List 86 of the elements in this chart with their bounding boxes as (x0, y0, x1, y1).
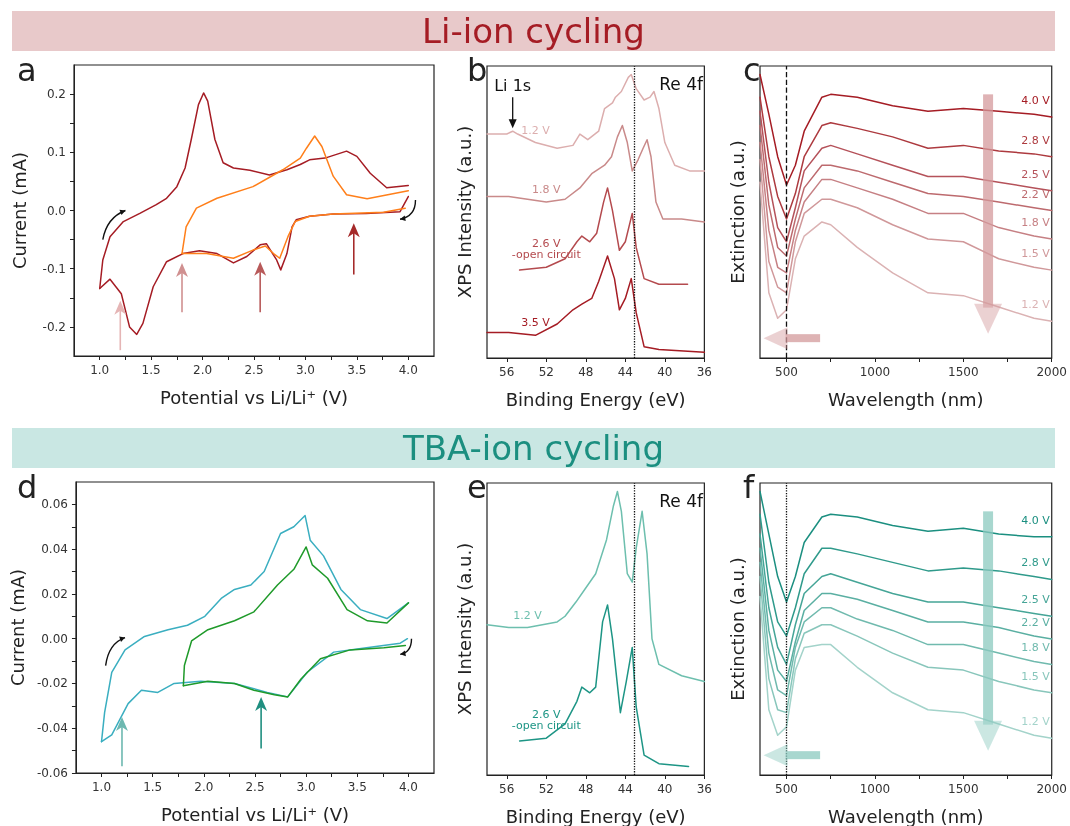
x-axis-title: Potential vs Li/Li⁺ (V) (159, 386, 349, 408)
chart-title: e (467, 468, 487, 506)
y-tick-label: -0.2 (42, 319, 66, 334)
x-tick-label: 36 (696, 365, 713, 379)
series-label: 1.2 V (513, 608, 543, 622)
series-label: 1.2 V (1021, 298, 1051, 312)
x-tick-label: 4.0 (398, 363, 418, 377)
x-tick-label: 40 (657, 365, 673, 379)
series-label: 2.5 V (1021, 593, 1051, 607)
x-tick-label: 1.0 (90, 363, 110, 377)
x-tick-label: 2000 (1036, 365, 1067, 379)
chart-title: f (743, 468, 755, 506)
x-tick-label: 2000 (1036, 782, 1067, 796)
text: TBA-ion cycling (12, 428, 1055, 468)
x-axis-title: Wavelength (nm) (828, 805, 984, 826)
series-label: 1.8 V (1021, 215, 1051, 229)
x-tick-label: 3.0 (296, 780, 316, 794)
series-label: 1.5 V (1021, 669, 1051, 683)
x-tick-label: 3.5 (347, 363, 367, 377)
chart-title: b (467, 51, 488, 89)
x-tick-label: 36 (696, 782, 713, 796)
x-tick-label: 2.0 (193, 363, 213, 377)
x-tick-label: 44 (617, 782, 633, 796)
series-label: 1.2 V (521, 123, 551, 137)
series-label: 1.8 V (1021, 641, 1051, 655)
annotation: Li 1s (494, 76, 532, 96)
x-tick-label: 48 (578, 365, 594, 379)
x-tick-label: 56 (499, 782, 515, 796)
x-tick-label: 52 (538, 782, 554, 796)
x-axis-title: Wavelength (nm) (828, 388, 984, 410)
x-axis-title: Binding Energy (eV) (505, 388, 686, 410)
x-tick-label: 3.5 (347, 780, 367, 794)
x-tick-label: 500 (775, 365, 798, 379)
x-tick-label: 56 (499, 365, 515, 379)
series-label: 2.8 V (1021, 556, 1051, 570)
y-tick-label: -0.06 (36, 766, 68, 780)
text: Li-ion cycling (12, 11, 1055, 51)
series-label: 1.5 V (1021, 247, 1051, 261)
x-tick-label: 1000 (859, 782, 891, 796)
series-label: 4.0 V (1021, 513, 1051, 527)
x-tick-label: 1000 (859, 365, 891, 379)
y-tick-label: -0.1 (42, 261, 66, 276)
x-tick-label: 2.5 (245, 780, 265, 794)
x-tick-label: 1.5 (143, 780, 163, 794)
chart-title: a (17, 51, 37, 89)
x-axis-title: Potential vs Li/Li⁺ (V) (160, 803, 349, 825)
series-label: 1.2 V (1021, 715, 1051, 729)
y-tick-label: 0.1 (46, 145, 66, 160)
y-tick-label: 0.00 (41, 631, 68, 646)
series-label: 3.5 V (521, 316, 551, 330)
y-tick-label: -0.02 (36, 676, 68, 691)
y-axis-title: Current (mA) (6, 568, 28, 687)
series-label: 2.2 V (1021, 615, 1051, 629)
x-tick-label: 52 (538, 365, 554, 379)
annotation: Re 4f (659, 74, 705, 94)
annotation: Re 4f (659, 491, 705, 511)
series-label: 2.8 V (1021, 133, 1051, 147)
y-axis-title: Extinction (a.u.) (726, 140, 748, 284)
x-tick-label: 2.5 (244, 363, 264, 377)
y-axis-title: XPS Intensity (a.u.) (453, 125, 475, 299)
y-axis-title: Extinction (a.u.) (726, 557, 748, 701)
x-tick-label: 1.5 (141, 363, 161, 377)
x-tick-label: 4.0 (398, 780, 418, 794)
y-tick-label: 0.06 (41, 497, 68, 512)
x-tick-label: 1.0 (91, 780, 112, 794)
series-label: 2.5 V (1021, 167, 1051, 181)
x-tick-label: 44 (617, 365, 633, 379)
y-tick-label: 0.04 (41, 542, 68, 557)
y-axis-title: Current (mA) (8, 151, 30, 270)
y-tick-label: 0.02 (41, 586, 68, 601)
y-axis-title: XPS Intensity (a.u.) (453, 542, 475, 716)
series-label: 1.8 V (532, 183, 562, 197)
x-tick-label: 1500 (948, 365, 979, 379)
y-tick-label: -0.04 (36, 721, 68, 736)
y-tick-label: 0.0 (46, 203, 66, 218)
x-tick-label: 2.0 (194, 780, 214, 794)
series-label: 4.0 V (1021, 94, 1051, 108)
y-tick-label: 0.2 (46, 87, 66, 102)
x-tick-label: 48 (578, 782, 594, 796)
chart-title: c (743, 51, 761, 89)
x-tick-label: 3.0 (295, 363, 315, 377)
x-tick-label: 1500 (948, 782, 979, 796)
x-tick-label: 500 (775, 782, 798, 796)
x-tick-label: 40 (657, 782, 673, 796)
x-axis-title: Binding Energy (eV) (505, 805, 686, 826)
chart-title: d (17, 468, 38, 506)
